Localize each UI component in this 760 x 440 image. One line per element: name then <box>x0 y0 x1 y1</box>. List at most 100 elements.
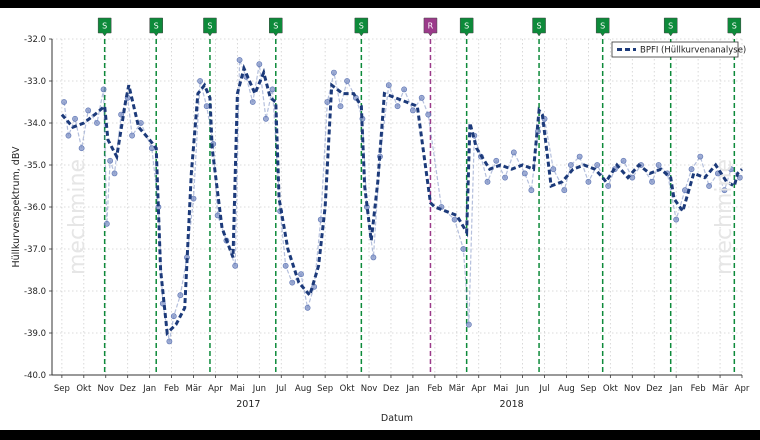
raw-data-point <box>78 145 85 152</box>
raw-data-point <box>111 170 118 177</box>
x-tick-label: Jul <box>275 384 286 394</box>
raw-data-point <box>567 162 574 168</box>
y-tick-label: -38.0 <box>24 287 46 297</box>
raw-data-point <box>232 262 239 269</box>
raw-data-point <box>655 162 662 168</box>
raw-data-point <box>129 132 135 139</box>
data-layer <box>60 57 744 345</box>
raw-data-point <box>688 166 695 173</box>
x-tick-label: Jan <box>142 384 156 394</box>
event-flag <box>459 17 474 37</box>
y-tick-label: -33.0 <box>24 77 46 87</box>
x-tick-label: Mär <box>712 384 729 394</box>
x-tick-label: Sep <box>54 384 70 394</box>
event-flag <box>97 17 112 37</box>
event-flag-label: S <box>732 22 737 31</box>
x-tick-label: Apr <box>735 384 750 394</box>
raw-data-point <box>177 292 184 299</box>
raw-data-point <box>673 216 680 223</box>
raw-data-point <box>620 157 627 164</box>
raw-data-point <box>451 216 458 223</box>
x-tick-label: Nov <box>624 384 641 394</box>
raw-data-point <box>289 279 296 286</box>
raw-data-point <box>337 103 344 110</box>
raw-data-point <box>72 115 78 122</box>
raw-data-point <box>385 82 392 89</box>
watermark-left: mechmine <box>65 159 90 275</box>
raw-data-point <box>61 99 67 105</box>
raw-data-point <box>85 107 92 114</box>
legend-box <box>611 41 739 58</box>
event-flag-label: S <box>102 22 107 31</box>
raw-data-point <box>100 86 107 93</box>
x-tick-label: Apr <box>208 384 223 394</box>
raw-data-point <box>370 254 377 261</box>
raw-data-point <box>649 178 655 185</box>
x-tick-label: Dez <box>646 384 663 394</box>
event-flag-label: S <box>537 22 542 31</box>
raw-data-point <box>460 246 467 252</box>
x-tick-label: Okt <box>340 384 356 394</box>
raw-data-point <box>282 262 289 269</box>
x-tick-label: Aug <box>558 384 575 394</box>
x-tick-label: Jan <box>669 384 683 394</box>
event-flag <box>663 17 678 37</box>
x-tick-label: Apr <box>471 384 486 394</box>
legend: BPFI (Hüllkurvenanalyse) <box>611 41 746 58</box>
x-tick-label: Dez <box>120 384 137 394</box>
raw-data-point <box>594 162 601 168</box>
raw-series-line <box>63 59 741 342</box>
raw-data-point <box>298 271 304 278</box>
raw-data-point <box>550 166 557 173</box>
raw-data-point <box>170 313 177 320</box>
x-tick-label: Mär <box>449 384 466 394</box>
raw-data-point <box>166 338 173 345</box>
raw-data-point <box>418 94 425 101</box>
raw-data-point <box>190 195 197 202</box>
raw-data-point <box>493 157 500 164</box>
raw-data-point <box>697 153 704 160</box>
raw-data-point <box>510 149 517 156</box>
raw-data-point <box>728 166 734 173</box>
x-tick-label: Sep <box>317 384 333 394</box>
raw-data-point <box>721 187 728 194</box>
x-tick-label: Sep <box>580 384 596 394</box>
raw-data-point <box>502 174 508 181</box>
axis-layer: -32.0 -33.0 -34.0 -35.0 -36.0 -37.0 -38.0 -39.0… <box>24 35 750 410</box>
x-tick-label: Mai <box>230 384 245 394</box>
x-tick-label: Dez <box>383 384 400 394</box>
raw-data-point <box>304 304 311 311</box>
raw-data-point <box>425 111 432 118</box>
event-flag <box>269 17 283 37</box>
raw-data-point <box>148 145 155 152</box>
bpfi-envelope-chart: S S S S S R S S S S S -32.0 -33.0 -34.0 -35.0 -36.0 -37… <box>11 17 750 424</box>
raw-data-point <box>401 86 408 93</box>
raw-data-point <box>94 120 100 126</box>
watermark-right: mechmine <box>712 159 737 275</box>
event-flag-label: S <box>207 22 212 31</box>
x-tick-label: Aug <box>295 384 312 394</box>
x-tick-label: Mai <box>493 384 508 394</box>
raw-data-point <box>561 187 568 194</box>
x-tick-label: Jul <box>538 384 549 394</box>
year-label: 2018 <box>500 399 524 410</box>
raw-data-point <box>528 187 535 194</box>
event-flag <box>532 17 546 37</box>
y-axis-label: Hüllkurvenspektrum, dBV <box>11 146 22 268</box>
event-flag-label: S <box>668 22 673 31</box>
raw-data-point <box>344 78 350 84</box>
y-tick-label: -37.0 <box>24 245 46 255</box>
raw-data-point <box>605 183 612 189</box>
event-flag-label: S <box>154 22 159 31</box>
y-tick-label: -36.0 <box>24 203 46 213</box>
x-tick-label: Nov <box>97 384 114 394</box>
raw-data-point <box>197 78 203 84</box>
event-flag <box>203 17 217 37</box>
event-flag <box>354 17 369 37</box>
raw-data-point <box>249 99 256 105</box>
y-tick-label: -34.0 <box>24 119 46 129</box>
bpfi-trend-line <box>60 63 744 337</box>
raw-data-point <box>706 183 712 189</box>
event-flag <box>595 17 610 37</box>
